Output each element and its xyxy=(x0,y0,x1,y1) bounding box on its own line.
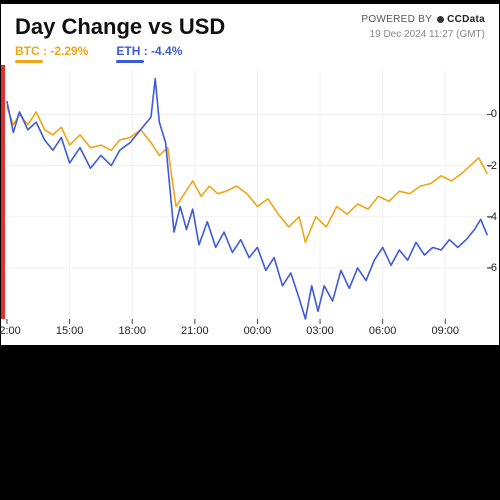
legend-item-eth: ETH : -4.4% xyxy=(116,44,182,63)
x-tick-label: 09:00 xyxy=(431,325,459,337)
line-chart-svg xyxy=(1,65,499,345)
legend-item-btc: BTC : -2.29% xyxy=(15,44,88,63)
y-tick-label: -4 xyxy=(487,211,497,223)
x-tick-label: 06:00 xyxy=(369,325,397,337)
legend-label-btc: BTC : -2.29% xyxy=(15,44,88,58)
y-tick-label: -6 xyxy=(487,262,497,274)
y-tick-label: -2 xyxy=(487,160,497,172)
timestamp: 19 Dec 2024 11:27 (GMT) xyxy=(361,29,485,40)
y-axis-labels: 0 -2 -4 -6 xyxy=(469,65,497,319)
legend-swatch-eth xyxy=(116,60,144,63)
x-axis-labels: 12:00 15:00 18:00 21:00 00:00 03:00 06:00 09:00 xyxy=(1,325,499,339)
brand-dot-icon xyxy=(437,16,444,23)
x-tick-label: 03:00 xyxy=(306,325,334,337)
legend-swatch-btc xyxy=(15,60,43,63)
x-tick-label: 18:00 xyxy=(118,325,146,337)
x-tick-label: 15:00 xyxy=(56,325,84,337)
powered-by-prefix: POWERED BY xyxy=(361,14,432,25)
chart-header: Day Change vs USD POWERED BY CCData 19 D… xyxy=(1,4,499,40)
attribution-block: POWERED BY CCData 19 Dec 2024 11:27 (GMT… xyxy=(361,14,485,40)
left-red-marker xyxy=(1,65,5,319)
chart-card: Day Change vs USD POWERED BY CCData 19 D… xyxy=(1,4,499,465)
chart-plot-area: 0 -2 -4 -6 12:00 15:00 18:00 21:00 00:00 03:00 06… xyxy=(1,65,499,345)
legend-label-eth: ETH : -4.4% xyxy=(116,44,182,58)
x-tick-label: 12:00 xyxy=(0,325,21,337)
powered-by: POWERED BY CCData xyxy=(361,14,485,25)
empty-space xyxy=(1,345,499,465)
legend: BTC : -2.29% ETH : -4.4% xyxy=(1,40,499,65)
x-tick-label: 21:00 xyxy=(181,325,209,337)
powered-by-brand: CCData xyxy=(447,14,485,25)
chart-title: Day Change vs USD xyxy=(15,14,225,40)
y-tick-label: 0 xyxy=(491,108,497,120)
x-tick-label: 00:00 xyxy=(244,325,272,337)
